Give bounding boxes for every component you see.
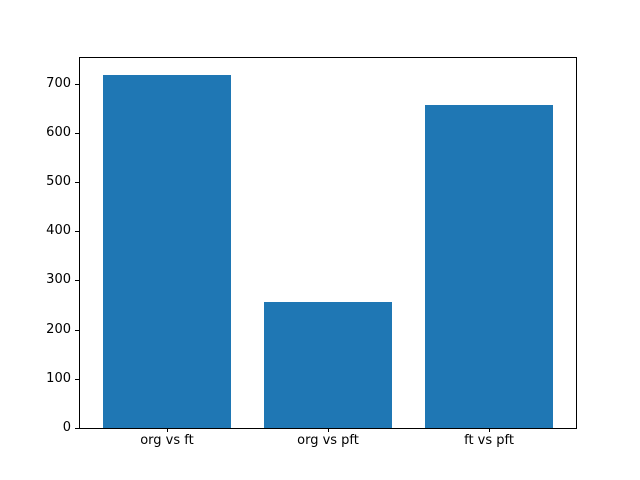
y-tick-label-0: 0 [62,420,71,435]
y-tick-label-100: 100 [46,370,71,386]
y-tick-label-200: 200 [46,321,71,337]
y-tick-mark [75,83,79,85]
y-tick-mark [75,231,79,233]
y-tick-mark [75,132,79,134]
y-tick-mark [75,181,79,183]
y-tick-label-300: 300 [46,272,71,288]
y-tick-label-700: 700 [46,75,71,91]
x-tick-mark [489,428,491,432]
bar-ft-vs-pft [424,105,554,428]
x-tick-mark [328,428,329,432]
axes [79,57,577,429]
y-tick-mark [75,378,79,380]
y-tick-label-500: 500 [46,173,71,189]
bar-org-vs-ft [102,75,232,428]
x-tick-mark [166,428,168,432]
y-tick-label-400: 400 [46,223,71,239]
bar-org-vs-pft [263,301,393,428]
y-tick-mark [75,329,79,331]
y-tick-label-600: 600 [46,124,71,140]
x-tick-label-org-vs-ft: org vs ft [140,433,194,448]
y-tick-mark [75,428,79,429]
x-tick-label-org-vs-pft: org vs pft [297,433,359,448]
y-tick-mark [75,280,79,282]
x-tick-label-ft-vs-pft: ft vs pft [464,433,514,448]
